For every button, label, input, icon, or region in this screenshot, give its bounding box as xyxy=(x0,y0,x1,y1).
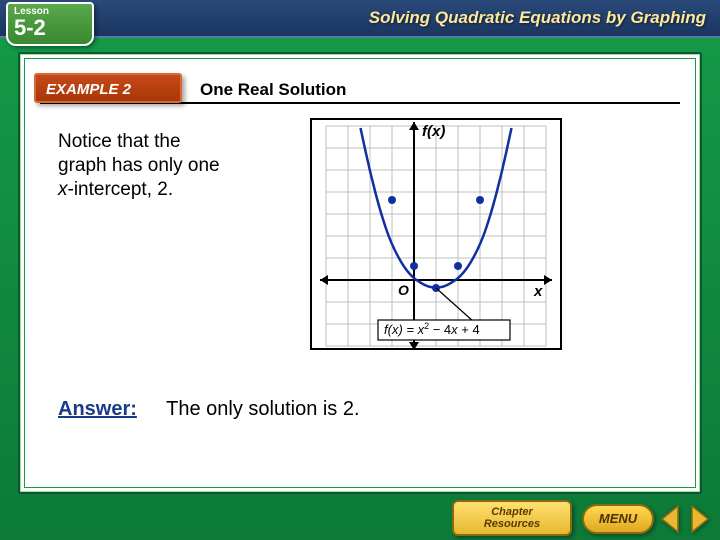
menu-label: MENU xyxy=(599,511,637,526)
answer-label: Answer: xyxy=(58,398,137,420)
graph-figure: f(x) x O f(x) = x2 − 4x + 4 xyxy=(310,118,562,350)
bottom-nav: Chapter Resources MENU xyxy=(0,498,720,540)
menu-button[interactable]: MENU xyxy=(582,504,654,534)
lesson-number: 5-2 xyxy=(14,17,86,39)
topbar-title: Solving Quadratic Equations by Graphing xyxy=(369,8,706,28)
axis-label-f: f(x) xyxy=(422,123,445,140)
answer-row: Answer: The only solution is 2. xyxy=(58,398,360,421)
equation-box: f(x) = x2 − 4x + 4 xyxy=(378,320,510,340)
resources-label: Resources xyxy=(484,518,540,530)
axis-label-x: x xyxy=(533,283,543,300)
chapter-label: Chapter xyxy=(491,506,533,518)
body-text: Notice that the graph has only one x-int… xyxy=(58,130,288,201)
body-line2: graph has only one xyxy=(58,155,220,176)
chapter-resources-button[interactable]: Chapter Resources xyxy=(452,500,572,536)
example-badge: EXAMPLE 2 xyxy=(34,73,182,103)
top-bar: Solving Quadratic Equations by Graphing xyxy=(0,0,720,38)
svg-text:f(x) = x2 − 4x + 4: f(x) = x2 − 4x + 4 xyxy=(384,321,480,337)
slide-root: Solving Quadratic Equations by Graphing … xyxy=(0,0,720,540)
origin-label: O xyxy=(398,282,409,298)
prev-arrow-button[interactable] xyxy=(658,504,684,534)
lesson-badge: Lesson 5-2 xyxy=(6,2,94,46)
answer-text: The only solution is 2. xyxy=(166,398,359,420)
graph-svg: f(x) x O f(x) = x2 − 4x + 4 xyxy=(312,120,560,348)
body-var: x xyxy=(58,179,68,200)
body-line3-post: -intercept, 2. xyxy=(68,179,174,200)
next-arrow-button[interactable] xyxy=(686,504,712,534)
section-title: One Real Solution xyxy=(200,80,346,100)
body-line1: Notice that the xyxy=(58,131,181,152)
example-label: EXAMPLE 2 xyxy=(46,81,131,98)
